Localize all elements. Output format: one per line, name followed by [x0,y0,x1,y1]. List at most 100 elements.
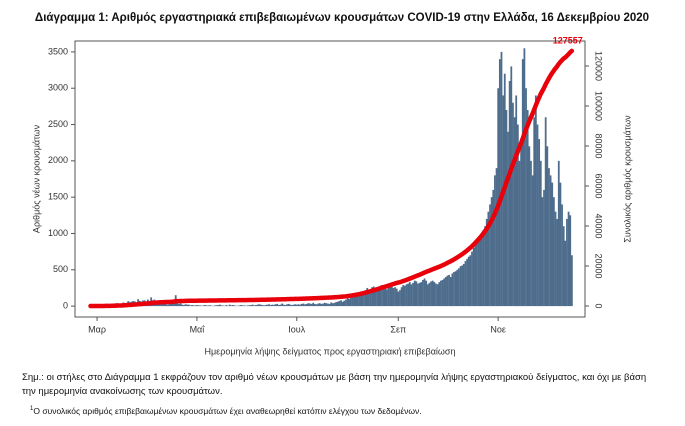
bar [554,211,557,307]
footnote-marker: 1 [30,406,34,413]
bar [482,229,485,307]
bar [264,305,267,307]
bar [327,303,329,307]
bar [277,305,280,307]
bar [248,305,251,307]
value-label: 127557 [553,35,583,45]
note: Σημ.: οι στήλες στο Διάγραμμα 1 εκφράζου… [22,372,647,397]
bar [371,287,374,307]
bar [546,146,549,307]
bar [395,288,398,307]
chart-title: Διάγραμμα 1: Αριθμός εργαστηριακά επιβεβ… [35,12,649,24]
bar [243,305,246,307]
bar [165,303,167,307]
bar [369,289,372,307]
bar [521,59,524,307]
bar [295,304,298,307]
bar [518,160,521,307]
bar [202,305,205,307]
bar [500,51,503,307]
bar [328,303,331,307]
bar [338,301,341,307]
bar [287,303,290,307]
y-tick-label: 2500 [48,119,68,129]
bar [533,117,536,307]
bar [181,304,184,307]
bar [479,237,482,307]
bar [495,168,498,307]
bar [567,211,570,307]
bar [539,160,542,307]
bar [384,287,387,307]
y2-tick-label: 20000 [594,253,604,278]
bar [309,303,311,307]
bar [485,218,488,307]
bar [363,291,365,307]
bar [428,282,431,307]
bar [246,305,249,307]
bar [379,285,382,307]
bar [462,263,465,307]
bar [551,182,554,307]
bar [492,189,495,307]
bar [456,269,459,307]
bar [336,301,339,307]
bar [476,242,478,307]
bar [436,284,439,307]
bar [192,305,195,307]
bar [364,290,367,307]
bar [299,304,302,307]
bar [294,304,297,307]
y-axis-label: Αριθμός νέων κρουσμάτων [31,124,41,233]
bar [397,291,400,307]
bar [209,305,211,307]
bar [284,305,287,307]
bar [261,305,264,307]
y-tick-label: 3000 [48,83,68,93]
bar [566,218,568,307]
bar [435,283,437,307]
bar [431,280,434,307]
bar [413,280,416,307]
bar [292,304,295,307]
bar [484,226,487,307]
bar [415,281,418,307]
bar [392,287,395,307]
bar [291,305,293,307]
bar [325,303,328,307]
bar [458,268,460,307]
bar [389,286,392,307]
bar [219,304,221,307]
bar [510,66,513,307]
bar [420,282,423,307]
bar [205,305,208,307]
bar [346,298,349,307]
bar [385,289,388,307]
bar [454,271,457,307]
bar [405,284,408,307]
y-tick-label: 0 [63,300,68,310]
bar [335,302,338,307]
bar [191,305,193,307]
bar [538,139,541,307]
bar [423,278,426,307]
x-tick-label: Μαΐ [190,324,206,334]
bar [184,304,187,307]
bar [564,240,567,307]
bar [399,290,401,307]
bar [251,304,254,307]
bar [359,292,362,307]
bar [279,304,282,307]
bar [449,277,452,307]
bar [477,240,480,307]
bar [508,80,511,307]
bar [569,215,572,307]
cumulative-line [88,48,575,309]
x-tick-label: Μαρ [88,324,106,334]
bar [498,59,501,307]
bar [441,279,444,307]
bar [176,302,179,307]
bar [263,305,266,307]
bar [446,275,449,307]
bar [186,304,189,307]
